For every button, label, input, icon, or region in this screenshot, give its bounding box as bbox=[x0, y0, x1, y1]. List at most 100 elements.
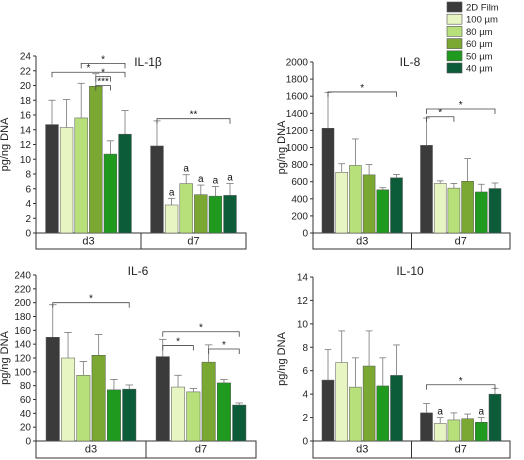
legend-label: 2D Film bbox=[466, 3, 499, 14]
legend-label: 60 µm bbox=[466, 39, 493, 50]
y-tick-label: 200 bbox=[14, 298, 31, 309]
legend-swatch bbox=[446, 13, 463, 25]
y-tick-label: 220 bbox=[14, 284, 31, 295]
bar bbox=[420, 412, 433, 442]
bar bbox=[150, 145, 164, 234]
bar bbox=[106, 389, 121, 442]
panel-title: IL-10 bbox=[396, 264, 424, 278]
bar bbox=[194, 194, 208, 234]
group-label: d3 bbox=[356, 444, 368, 456]
y-tick-label: 24 bbox=[20, 52, 32, 63]
significance-bracket bbox=[156, 118, 231, 124]
y-tick-label: 12 bbox=[20, 140, 32, 151]
significance-marker: * bbox=[222, 340, 226, 351]
y-tick-label: 2000 bbox=[286, 58, 309, 69]
y-axis-title: pg/ng DNA bbox=[276, 120, 288, 174]
y-tick-label: 20 bbox=[20, 81, 32, 92]
bar bbox=[390, 375, 403, 442]
group-box bbox=[411, 232, 511, 250]
y-tick-label: 240 bbox=[14, 271, 31, 282]
significance-marker: * bbox=[459, 100, 463, 111]
bar bbox=[216, 382, 231, 442]
bar bbox=[390, 177, 403, 234]
bar bbox=[74, 117, 88, 234]
significance-marker: ** bbox=[190, 110, 198, 121]
y-axis-title: pg/ng DNA bbox=[0, 117, 11, 171]
group-label: d7 bbox=[455, 236, 467, 248]
significance-bracket bbox=[95, 76, 111, 82]
bar bbox=[475, 422, 488, 442]
bar bbox=[45, 337, 60, 442]
significance-marker: * bbox=[101, 68, 105, 79]
bar bbox=[447, 419, 461, 442]
significance-marker: * bbox=[101, 54, 105, 65]
y-tick-label: 100 bbox=[14, 367, 31, 378]
y-tick-label: 12 bbox=[297, 296, 309, 307]
bar bbox=[362, 365, 376, 442]
y-tick-label: 4 bbox=[302, 390, 308, 401]
y-tick-label: 140 bbox=[14, 340, 31, 351]
y-tick-label: 0 bbox=[302, 437, 308, 448]
significance-letter: a bbox=[213, 176, 219, 187]
significance-bracket bbox=[426, 116, 455, 122]
y-tick-label: 14 bbox=[20, 125, 32, 136]
bar bbox=[232, 404, 247, 442]
legend-label: 50 µm bbox=[466, 51, 493, 62]
significance-letter: a bbox=[227, 173, 233, 184]
significance-letter: a bbox=[169, 187, 175, 198]
significance-bracket bbox=[208, 348, 240, 355]
significance-bracket bbox=[162, 345, 194, 351]
bar bbox=[321, 128, 335, 234]
legend-label: 40 µm bbox=[466, 64, 493, 75]
y-tick-label: 16 bbox=[20, 111, 32, 122]
group-box bbox=[411, 440, 511, 459]
bar bbox=[61, 357, 76, 442]
bar bbox=[208, 195, 223, 234]
bar bbox=[433, 423, 447, 442]
bar bbox=[349, 386, 362, 442]
group-label: d3 bbox=[82, 236, 94, 248]
bar bbox=[164, 204, 179, 234]
legend-label: 100 µm bbox=[466, 15, 498, 26]
y-tick-label: 8 bbox=[302, 343, 308, 354]
panel-il-8: 0 200 400 600 800 1000 1200 1400 1600 1800 2000 pg/… bbox=[276, 55, 511, 250]
bar bbox=[186, 391, 201, 442]
legend-swatch bbox=[446, 38, 463, 49]
y-axis-title: pg/ng DNA bbox=[0, 330, 11, 384]
y-tick-label: 22 bbox=[20, 66, 32, 77]
panel-il-10: 0 2 4 6 8 10 12 14 pg/ng DNA IL-10 d3 d7 a a * bbox=[276, 264, 511, 459]
significance-marker: *** bbox=[97, 77, 109, 88]
y-tick-label: 10 bbox=[297, 319, 309, 330]
bar bbox=[376, 385, 390, 442]
significance-letter: a bbox=[198, 174, 204, 185]
bar bbox=[179, 183, 193, 234]
y-tick-label: 1200 bbox=[286, 126, 309, 137]
y-tick-label: 200 bbox=[291, 211, 308, 222]
bar bbox=[89, 85, 103, 234]
significance-bracket bbox=[162, 331, 240, 337]
group-box bbox=[140, 232, 247, 250]
y-tick-label: 8 bbox=[25, 170, 31, 181]
panel-title: IL-6 bbox=[128, 264, 149, 278]
bar bbox=[155, 356, 170, 442]
significance-marker: * bbox=[87, 63, 91, 74]
bar bbox=[59, 127, 74, 234]
significance-bracket bbox=[95, 85, 111, 91]
y-tick-label: 1600 bbox=[286, 92, 309, 103]
y-tick-label: 14 bbox=[297, 273, 309, 284]
y-tick-label: 2 bbox=[302, 413, 308, 424]
group-label: d7 bbox=[455, 444, 467, 456]
bar bbox=[488, 188, 502, 234]
bar bbox=[335, 362, 348, 442]
bar bbox=[420, 145, 433, 234]
bar bbox=[447, 187, 461, 234]
y-tick-label: 40 bbox=[20, 409, 32, 420]
bar bbox=[223, 195, 237, 234]
y-tick-label: 6 bbox=[25, 184, 31, 195]
significance-marker: * bbox=[89, 294, 93, 305]
significance-bracket bbox=[327, 91, 397, 97]
y-tick-label: 400 bbox=[291, 194, 308, 205]
